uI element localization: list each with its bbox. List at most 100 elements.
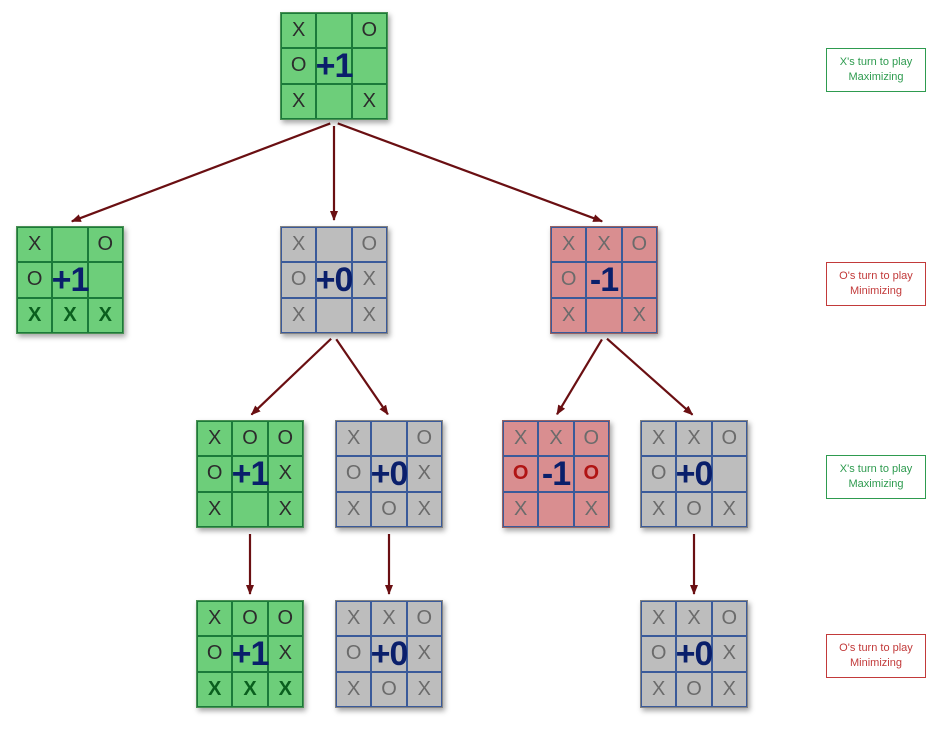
board-cell: O	[281, 48, 316, 83]
legend-line2: Maximizing	[831, 70, 921, 85]
board-cell: X	[336, 601, 371, 636]
board-cell: X	[17, 227, 52, 262]
board-cell: X	[52, 298, 87, 333]
board-cell: X	[503, 421, 538, 456]
board-cell: O	[88, 227, 123, 262]
board-cell	[676, 456, 711, 491]
board-cell: X	[281, 13, 316, 48]
turn-legend: O's turn to playMinimizing	[826, 634, 926, 678]
tree-edge	[251, 339, 331, 415]
board-cell: X	[197, 492, 232, 527]
board-cell: X	[268, 456, 303, 491]
board-cell: X	[17, 298, 52, 333]
board-cell: O	[281, 262, 316, 297]
board-cell: X	[641, 492, 676, 527]
board-cell: O	[676, 492, 711, 527]
board-cell: X	[407, 492, 442, 527]
game-board: XOOXXOX+0	[335, 420, 443, 528]
board-cell	[232, 492, 267, 527]
board-cell	[316, 262, 351, 297]
board-cell: X	[712, 636, 747, 671]
tree-edge	[607, 339, 693, 415]
game-board: XOOXX+1	[280, 12, 388, 120]
board-cell: X	[407, 456, 442, 491]
turn-legend: O's turn to playMinimizing	[826, 262, 926, 306]
board-cell	[586, 298, 621, 333]
game-board: XXOOXXOX+0	[640, 600, 748, 708]
turn-legend: X's turn to playMaximizing	[826, 48, 926, 92]
board-cell	[316, 48, 351, 83]
board-cell	[52, 262, 87, 297]
tree-edge	[72, 123, 330, 221]
board-cell: X	[281, 298, 316, 333]
tree-edge	[338, 123, 602, 221]
tree-edge	[557, 339, 602, 414]
board-cell: O	[352, 13, 387, 48]
game-board: XXOOXOX+0	[640, 420, 748, 528]
board-cell: X	[641, 601, 676, 636]
game-board: XOOXXX+0	[280, 226, 388, 334]
board-cell	[52, 227, 87, 262]
board-cell	[712, 456, 747, 491]
board-cell	[371, 421, 406, 456]
board-cell: O	[407, 601, 442, 636]
tree-edge	[336, 339, 388, 414]
legend-line1: X's turn to play	[831, 462, 921, 477]
legend-line1: X's turn to play	[831, 55, 921, 70]
board-cell	[316, 298, 351, 333]
board-cell: O	[197, 456, 232, 491]
legend-line2: Maximizing	[831, 477, 921, 492]
board-cell: O	[336, 636, 371, 671]
board-cell: O	[268, 421, 303, 456]
board-cell: X	[641, 421, 676, 456]
game-board: XOOOXXXX+1	[196, 600, 304, 708]
board-cell: O	[641, 636, 676, 671]
board-cell: X	[336, 672, 371, 707]
board-cell: O	[712, 601, 747, 636]
board-cell: X	[538, 421, 573, 456]
game-board: XXOOXX-1	[550, 226, 658, 334]
board-cell: X	[551, 227, 586, 262]
board-cell	[88, 262, 123, 297]
board-cell: X	[197, 601, 232, 636]
board-cell: X	[336, 492, 371, 527]
game-board: XXOOXXOX+0	[335, 600, 443, 708]
board-cell: X	[281, 84, 316, 119]
board-cell: O	[574, 456, 609, 491]
board-cell: O	[336, 456, 371, 491]
board-cell: O	[17, 262, 52, 297]
legend-line2: Minimizing	[831, 284, 921, 299]
game-board: XXOOOXX-1	[502, 420, 610, 528]
board-cell	[676, 636, 711, 671]
legend-line2: Minimizing	[831, 656, 921, 671]
board-cell: X	[622, 298, 657, 333]
board-cell: X	[268, 636, 303, 671]
board-cell: O	[371, 672, 406, 707]
board-cell: X	[712, 672, 747, 707]
game-board: XOOXXX+1	[16, 226, 124, 334]
board-cell: X	[503, 492, 538, 527]
board-cell: X	[574, 492, 609, 527]
board-cell	[538, 456, 573, 491]
board-cell: X	[676, 601, 711, 636]
board-cell: O	[712, 421, 747, 456]
board-cell: O	[676, 672, 711, 707]
board-cell: X	[197, 421, 232, 456]
board-cell: O	[352, 227, 387, 262]
board-cell: X	[281, 227, 316, 262]
board-cell	[371, 636, 406, 671]
board-cell: X	[407, 672, 442, 707]
board-cell: X	[407, 636, 442, 671]
tree-edges	[0, 0, 943, 746]
board-cell: X	[676, 421, 711, 456]
board-cell: X	[232, 672, 267, 707]
board-cell: X	[352, 262, 387, 297]
legend-line1: O's turn to play	[831, 641, 921, 656]
board-cell: O	[622, 227, 657, 262]
board-cell	[232, 456, 267, 491]
board-cell: X	[268, 672, 303, 707]
board-cell	[586, 262, 621, 297]
board-cell: O	[232, 601, 267, 636]
board-cell: O	[197, 636, 232, 671]
turn-legend: X's turn to playMaximizing	[826, 455, 926, 499]
